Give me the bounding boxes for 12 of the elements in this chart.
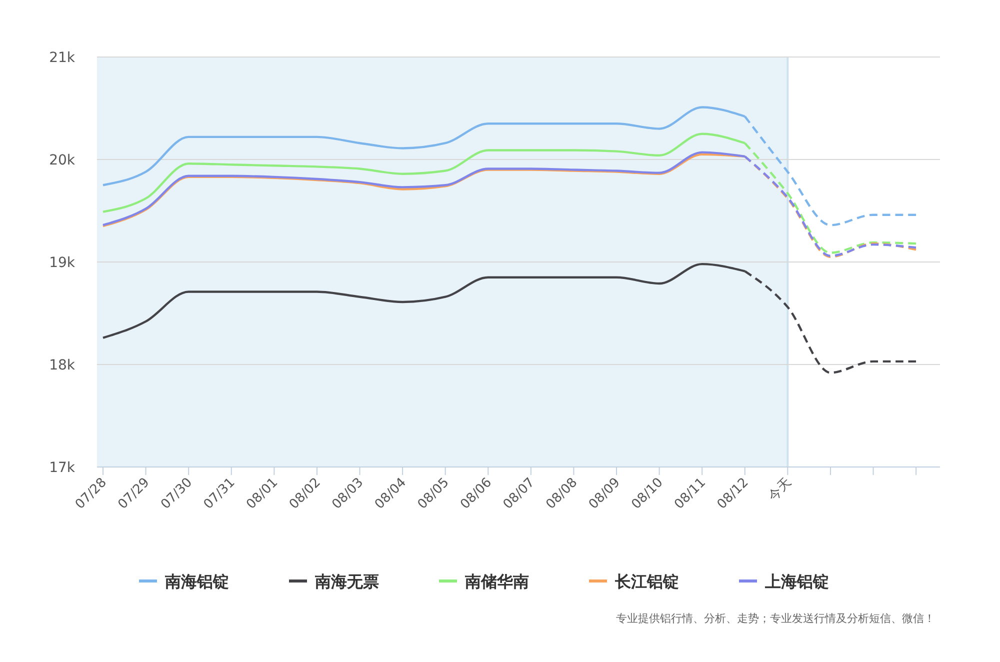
x-tick-label: 今天 — [766, 475, 794, 504]
y-tick-label: 18k — [49, 358, 76, 374]
y-tick-label: 19k — [49, 255, 76, 271]
y-tick-label: 17k — [49, 460, 76, 476]
legend-label: 南海无票 — [314, 572, 379, 591]
text: 专业提供铝行情、分析、走势；专业发送行情及分析短信、微信！ — [616, 612, 935, 625]
legend-label: 长江铝锭 — [614, 572, 679, 591]
y-tick-label: 20k — [49, 152, 76, 168]
legend-label: 上海铝锭 — [764, 572, 829, 591]
legend-label: 南海铝锭 — [164, 572, 229, 591]
y-tick-label: 21k — [49, 50, 76, 66]
legend-label: 南储华南 — [464, 572, 529, 591]
